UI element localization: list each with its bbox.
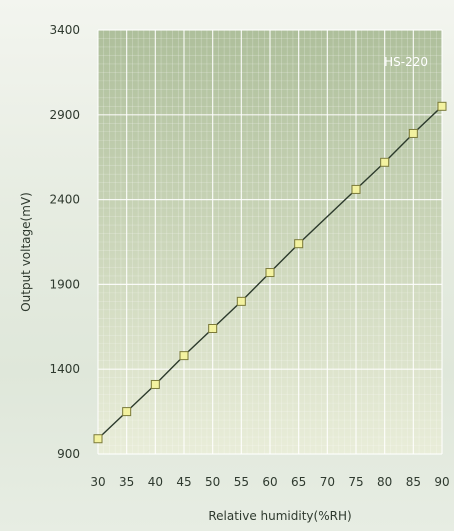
- x-tick-label: 65: [291, 475, 306, 489]
- x-tick-label: 30: [90, 475, 105, 489]
- x-tick-label: 55: [234, 475, 249, 489]
- x-tick-label: 90: [434, 475, 449, 489]
- y-tick-label: 1900: [49, 277, 80, 291]
- y-tick-label: 900: [57, 447, 80, 461]
- x-tick-label: 60: [262, 475, 277, 489]
- data-point: [294, 239, 304, 249]
- data-point: [208, 323, 218, 333]
- data-point: [408, 128, 418, 138]
- data-point: [179, 351, 189, 361]
- data-point: [437, 101, 447, 111]
- data-point: [380, 157, 390, 167]
- y-axis-label: Output voltage(mV): [19, 192, 33, 312]
- x-tick-label: 85: [406, 475, 421, 489]
- data-point: [122, 407, 132, 417]
- x-tick-label: 50: [205, 475, 220, 489]
- y-tick-label: 2400: [49, 193, 80, 207]
- x-tick-label: 35: [119, 475, 134, 489]
- series-annotation: HS-220: [384, 55, 428, 69]
- x-tick-label: 80: [377, 475, 392, 489]
- series-line: [97, 105, 443, 440]
- data-point: [265, 268, 275, 278]
- x-tick-label: 40: [148, 475, 163, 489]
- y-tick-label: 3400: [49, 23, 80, 37]
- x-tick-label: 45: [176, 475, 191, 489]
- x-tick-label: 70: [320, 475, 335, 489]
- data-point: [236, 296, 246, 306]
- y-tick-label: 2900: [49, 108, 80, 122]
- x-tick-label: 75: [348, 475, 363, 489]
- data-point: [351, 184, 361, 194]
- x-axis-label: Relative humidity(%RH): [208, 509, 351, 523]
- data-point: [150, 379, 160, 389]
- data-point: [93, 434, 103, 444]
- y-tick-label: 1400: [49, 362, 80, 376]
